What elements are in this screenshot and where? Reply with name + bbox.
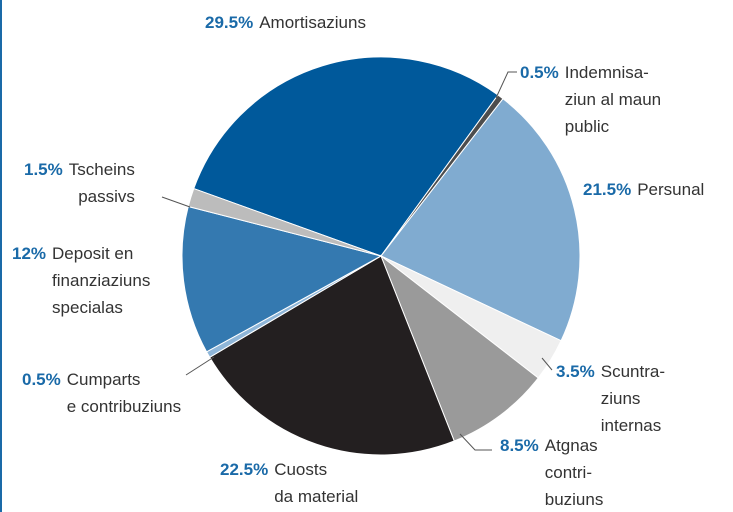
category-label: Scuntra- ziuns internas [600, 362, 665, 435]
slice-label: 29.5% Amortisaziuns [205, 9, 366, 36]
slice-label: 0.5% Indemnisa- ziun al maun public [520, 59, 661, 140]
pie-slice [380, 98, 581, 342]
percent-label: 0.5% [22, 370, 61, 389]
category-label: Indemnisa- ziun al maun public [564, 63, 662, 136]
leader-line [459, 433, 492, 451]
slice-label: 3.5% Scuntra- ziuns internas [556, 358, 665, 439]
slice-label: 0.5% Cumparts e contribuziuns [22, 366, 181, 420]
slice-label: 8.5% Atgnas contri- buziuns [500, 432, 603, 512]
category-label: Cumparts e contribuziuns [66, 370, 182, 416]
percent-label: 0.5% [520, 63, 559, 82]
pie-slice [209, 255, 455, 456]
slice-label: 22.5% Cuosts da material [220, 456, 358, 510]
percent-label: 12% [12, 244, 47, 263]
category-label: Cuosts da material [274, 460, 359, 506]
percent-label: 8.5% [500, 436, 539, 455]
left-border [0, 0, 2, 512]
percent-label: 21.5% [583, 180, 632, 199]
percent-label: 1.5% [24, 160, 63, 179]
pie-slice [193, 56, 499, 257]
slice-label: 1.5% Tscheins passivs [24, 156, 135, 210]
category-label: Amortisaziuns [259, 13, 366, 32]
pie-slice [379, 254, 539, 442]
category-label: Deposit en finanziaziuns specialas [52, 244, 151, 317]
category-label: Tscheins passivs [68, 160, 135, 206]
pie-slice [181, 205, 383, 353]
leader-line [495, 71, 517, 99]
leader-line [541, 357, 553, 371]
category-label: Persunal [637, 180, 705, 199]
percent-label: 3.5% [556, 362, 595, 381]
slice-label: 21.5% Persunal [583, 176, 704, 203]
category-label: Atgnas contri- buziuns [544, 436, 604, 509]
leader-line [185, 356, 215, 376]
percent-label: 29.5% [205, 13, 254, 32]
percent-label: 22.5% [220, 460, 269, 479]
slice-label: 12% Deposit en finanziaziuns specialas [12, 240, 150, 321]
leader-line [161, 196, 191, 208]
